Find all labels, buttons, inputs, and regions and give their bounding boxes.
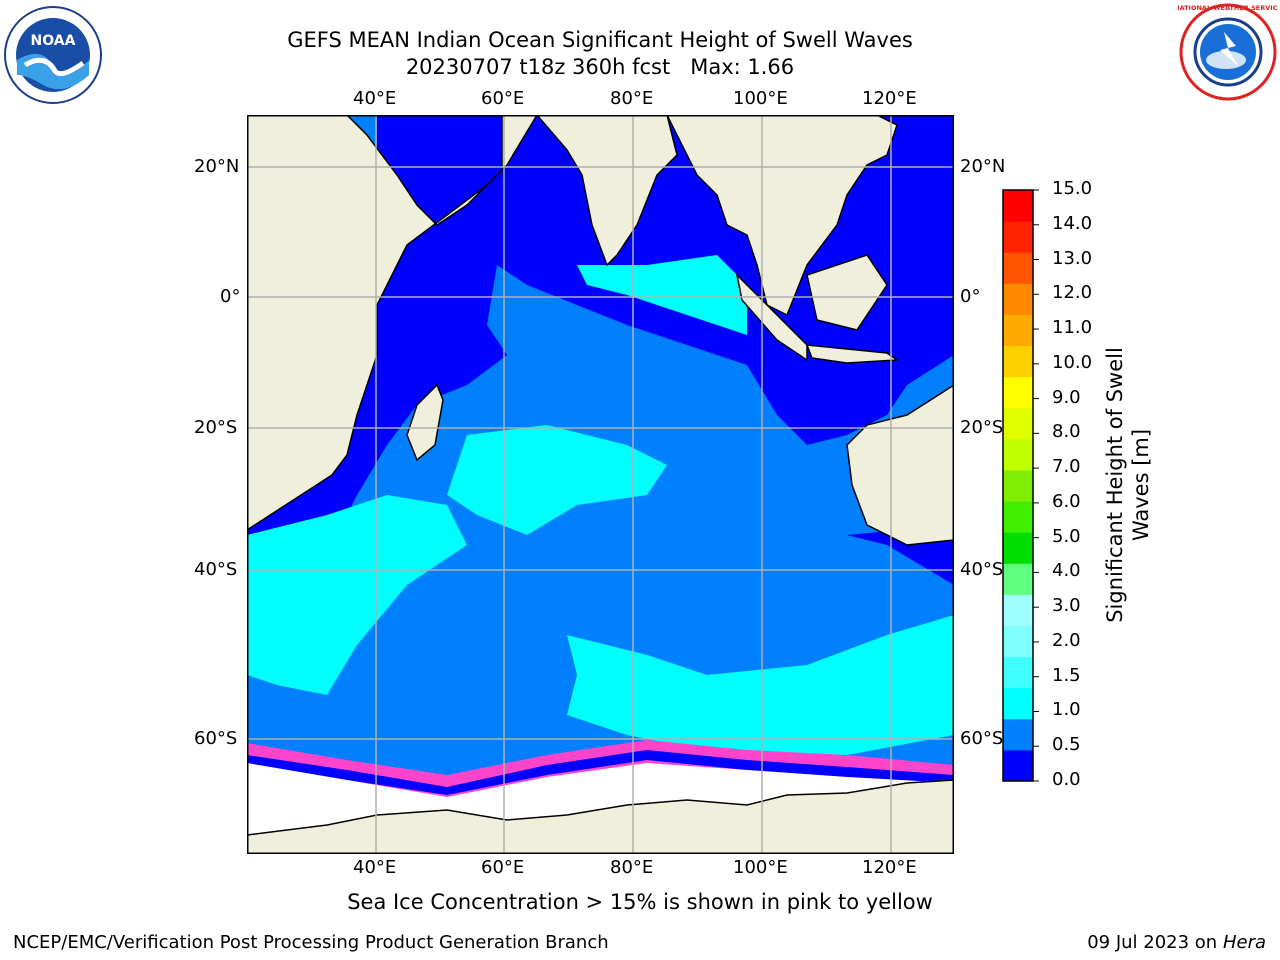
colorbar-segment	[1003, 252, 1033, 284]
colorbar-segment	[1003, 563, 1033, 595]
colorbar-tick-label: 3.0	[1052, 595, 1081, 617]
colorbar-segment	[1003, 625, 1033, 658]
colorbar-tick-label: 4.0	[1052, 560, 1081, 582]
high-swell-sw	[247, 495, 467, 695]
colorbar-tick-label: 6.0	[1052, 490, 1081, 512]
lat-tick-left: 20°N	[194, 156, 240, 177]
lat-tick-right: 20°S	[960, 417, 1004, 438]
lat-tick-right: 40°S	[960, 559, 1004, 580]
map-gridlines	[247, 115, 954, 854]
colorbar-segment	[1003, 190, 1033, 222]
credit-host: Hera	[1222, 932, 1266, 953]
colorbar-segment	[1003, 749, 1033, 782]
africa-land	[247, 115, 538, 531]
colorbar-segment	[1003, 594, 1033, 626]
colorbar-segment	[1003, 283, 1033, 315]
colorbar-segment	[1003, 656, 1033, 689]
lon-tick-bottom: 100°E	[733, 857, 788, 878]
svg-text:NATIONAL WEATHER SERVICE: NATIONAL WEATHER SERVICE	[1178, 4, 1278, 12]
lon-tick-top: 80°E	[610, 88, 654, 109]
colorbar-segment	[1003, 345, 1033, 378]
colorbar-tick-label: 0.0	[1052, 769, 1081, 790]
colorbar-segment	[1003, 469, 1033, 502]
lat-tick-left: 0°	[220, 286, 241, 307]
credit-date: 09 Jul 2023 on	[1087, 932, 1223, 953]
colorbar-tick-label: 11.0	[1052, 317, 1093, 339]
colorbar-tick-label: 15.0	[1052, 178, 1093, 199]
colorbar-segment	[1003, 532, 1033, 564]
lon-tick-top: 40°E	[353, 88, 397, 109]
lon-tick-bottom: 120°E	[862, 857, 917, 878]
colorbar-segment	[1003, 221, 1033, 253]
australia-land	[846, 384, 954, 546]
colorbar-title: Significant Height of Swell Waves [m]	[1102, 347, 1154, 623]
credit-right: 09 Jul 2023 on Hera	[1087, 932, 1266, 953]
sea-ice-edge-inner	[247, 750, 954, 795]
lon-tick-top: 60°E	[481, 88, 525, 109]
sea-ice-note: Sea Ice Concentration > 15% is shown in …	[347, 890, 933, 914]
high-swell-central	[447, 425, 667, 535]
colorbar-tick-label: 0.5	[1052, 734, 1081, 756]
colorbar-segment	[1003, 376, 1033, 409]
colorbar-segment	[1003, 501, 1033, 533]
lat-tick-left: 40°S	[194, 559, 238, 580]
lat-tick-left: 60°S	[194, 728, 238, 749]
lat-tick-left: 20°S	[194, 417, 238, 438]
colorbar-tick-label: 1.0	[1052, 699, 1081, 721]
svg-text:NOAA: NOAA	[31, 33, 76, 49]
lon-tick-bottom: 40°E	[353, 857, 397, 878]
colorbar-segment	[1003, 687, 1033, 720]
colorbar-tick-label: 7.0	[1052, 456, 1081, 478]
colorbar-tick-label: 12.0	[1052, 282, 1093, 304]
lat-tick-right: 0°	[960, 286, 981, 307]
colorbar-tick-label: 14.0	[1052, 212, 1093, 234]
colorbar-tick-label: 8.0	[1052, 421, 1081, 443]
lat-tick-right: 60°S	[960, 728, 1004, 749]
borneo-land	[806, 254, 888, 331]
credit-left: NCEP/EMC/Verification Post Processing Pr…	[13, 932, 609, 953]
high-swell-equator	[577, 255, 747, 335]
lat-tick-right: 20°N	[960, 156, 1006, 177]
colorbar-tick-label: 9.0	[1052, 386, 1081, 408]
lon-tick-bottom: 80°E	[610, 857, 654, 878]
colorbar-tick-label: 2.0	[1052, 629, 1081, 651]
colorbar	[1002, 189, 1039, 782]
colorbar-segment	[1003, 407, 1033, 440]
colorbar-segment	[1003, 718, 1033, 751]
nws-logo: NATIONAL WEATHER SERVICE	[1178, 3, 1278, 101]
colorbar-tick-label: 13.0	[1052, 247, 1093, 269]
antarctica-land	[247, 779, 954, 854]
map-panel	[247, 115, 954, 854]
lon-tick-bottom: 60°E	[481, 857, 525, 878]
colorbar-tick-label: 5.0	[1052, 525, 1081, 547]
lon-tick-top: 120°E	[862, 88, 917, 109]
java-land	[805, 344, 900, 364]
colorbar-title-line: Waves [m]	[1129, 428, 1153, 542]
colorbar-segment	[1003, 438, 1033, 471]
colorbar-segment	[1003, 314, 1033, 347]
lon-tick-top: 100°E	[733, 88, 788, 109]
southeast-asia-land	[666, 115, 898, 317]
high-swell-south	[567, 615, 954, 755]
chart-title: GEFS MEAN Indian Ocean Significant Heigh…	[287, 28, 913, 52]
chart-subtitle: 20230707 t18z 360h fcst Max: 1.66	[405, 55, 795, 79]
noaa-logo: NOAA	[4, 6, 102, 104]
colorbar-tick-label: 1.5	[1052, 664, 1081, 686]
colorbar-tick-label: 10.0	[1052, 351, 1093, 373]
madagascar-land	[406, 383, 444, 462]
colorbar-title-line: Significant Height of Swell	[1103, 347, 1127, 623]
